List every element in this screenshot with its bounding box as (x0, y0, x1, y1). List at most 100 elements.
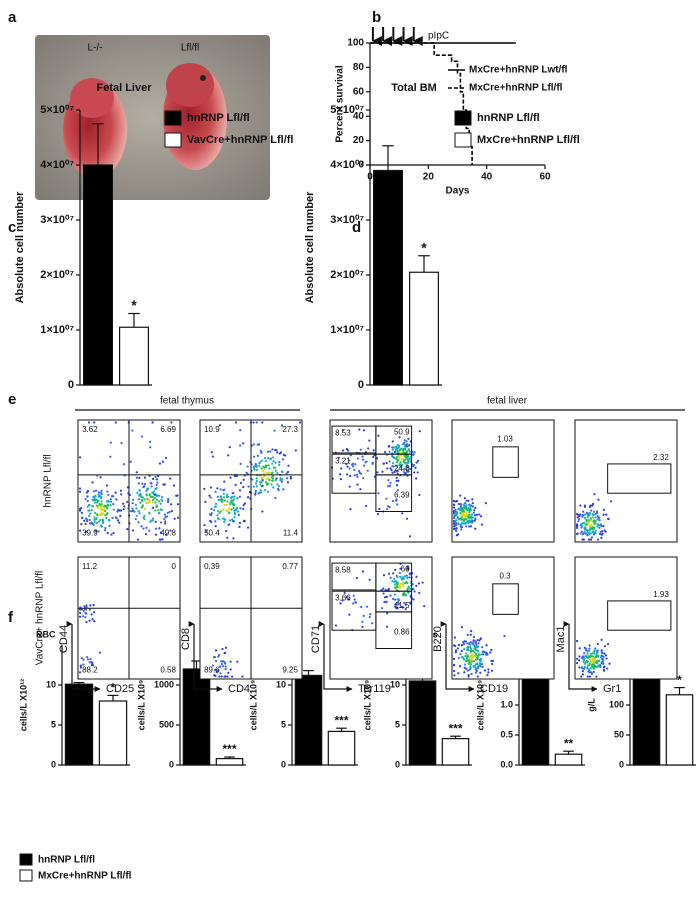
event-dot (595, 675, 598, 678)
event-dot (583, 513, 586, 516)
event-dot (362, 476, 365, 480)
event-dot (377, 434, 380, 437)
event-dot (393, 450, 396, 454)
significance: * (421, 239, 427, 255)
event-dot (278, 463, 281, 467)
flow-y-label: B220 (432, 626, 444, 652)
event-dot (406, 581, 409, 585)
event-dot (588, 538, 591, 541)
event-dot (459, 505, 462, 509)
event-dot (479, 515, 483, 518)
row-label: VavCre+ hnRNP Lfl/fl (35, 571, 46, 665)
event-dot (163, 483, 166, 486)
event-dot (119, 514, 122, 517)
event-dot (603, 645, 607, 648)
event-dot (487, 671, 490, 674)
event-dot (149, 520, 152, 523)
event-dot (400, 577, 403, 580)
event-dot (463, 497, 466, 500)
event-dot (577, 520, 580, 523)
gate-value: 10.9 (204, 425, 220, 434)
event-dot (352, 594, 355, 597)
event-dot (263, 475, 266, 478)
event-dot (257, 492, 260, 495)
event-dot (588, 644, 591, 647)
event-dot (490, 648, 493, 652)
gate-value: 0.77 (282, 562, 298, 571)
event-dot (395, 585, 399, 589)
event-dot (463, 505, 466, 508)
event-dot (596, 518, 599, 521)
event-dot (388, 572, 391, 575)
event-dot (603, 665, 606, 668)
event-dot (101, 508, 104, 511)
event-dot (457, 643, 460, 646)
event-dot (603, 529, 606, 532)
event-dot (109, 504, 112, 507)
event-dot (594, 529, 597, 532)
event-dot (218, 675, 221, 678)
event-dot (104, 514, 107, 517)
legend-label: VavCre+hnRNP Lfl/fl (187, 134, 293, 146)
event-dot (263, 456, 267, 460)
event-dot (389, 594, 392, 597)
event-dot (385, 461, 388, 465)
event-dot (481, 665, 484, 669)
event-dot (595, 510, 599, 513)
event-dot (89, 604, 92, 607)
event-dot (170, 503, 173, 506)
event-dot (418, 591, 421, 594)
gate-value: 11.2 (82, 562, 98, 571)
event-dot (254, 462, 257, 466)
event-dot (267, 476, 270, 480)
event-dot (225, 529, 228, 533)
event-dot (396, 588, 399, 592)
event-dot (221, 660, 224, 663)
event-dot (80, 608, 83, 611)
event-dot (480, 523, 484, 526)
event-dot (469, 666, 472, 669)
event-dot (93, 516, 96, 519)
event-dot (365, 605, 369, 608)
event-dot (474, 517, 477, 520)
event-dot (255, 479, 258, 483)
event-dot (457, 672, 460, 675)
flow-x-label: CD4 (228, 683, 250, 695)
event-dot (452, 663, 456, 666)
event-dot (354, 463, 357, 466)
x-tick-label: 20 (423, 172, 435, 183)
embryo-eye (200, 75, 206, 81)
event-dot (99, 524, 103, 527)
panel-label: a (8, 9, 17, 26)
event-dot (586, 675, 589, 678)
event-dot (478, 653, 481, 656)
event-dot (114, 421, 117, 424)
event-dot (580, 525, 584, 528)
event-dot (282, 453, 285, 456)
event-dot (458, 508, 462, 512)
event-dot (462, 519, 465, 522)
event-dot (260, 491, 263, 494)
event-dot (148, 494, 151, 497)
event-dot (371, 622, 374, 625)
event-dot (97, 499, 100, 503)
event-dot (361, 570, 365, 573)
gate-value: 1.93 (653, 590, 669, 599)
event-dot (169, 477, 172, 480)
event-dot (457, 522, 460, 525)
flow-y-label: CD44 (58, 625, 70, 653)
y-tick-label: 2×10⁰⁷ (40, 269, 74, 281)
event-dot (599, 530, 602, 533)
event-dot (223, 503, 226, 507)
event-dot (80, 657, 83, 660)
event-dot (229, 503, 232, 506)
gate (492, 583, 519, 615)
event-dot (362, 429, 366, 432)
event-dot (223, 662, 227, 665)
event-dot (389, 467, 392, 470)
legend-swatch (19, 869, 33, 882)
event-dot (406, 470, 409, 473)
event-dot (271, 479, 275, 482)
event-dot (221, 647, 224, 651)
event-dot (466, 648, 470, 651)
